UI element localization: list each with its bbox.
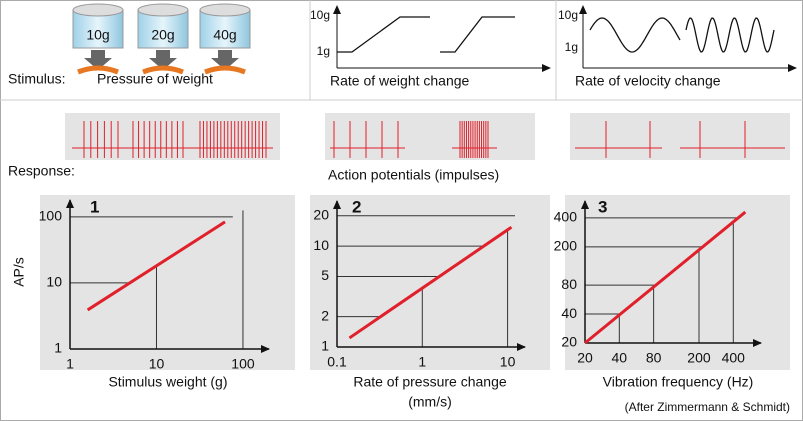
x-tick-label: 20	[577, 350, 593, 366]
panel-title: Rate of weight change	[330, 73, 470, 89]
x-axis-label: Stimulus weight (g)	[108, 374, 227, 390]
response-box	[65, 113, 280, 160]
x-tick-label: 1	[418, 354, 426, 370]
axis-label: 10g	[558, 8, 578, 22]
spike-trains	[72, 121, 785, 158]
y-tick-label: 200	[554, 238, 578, 254]
y-tick-label: 1	[321, 338, 329, 354]
y-tick-label: 5	[321, 267, 329, 283]
response-box	[570, 113, 790, 160]
weight-10g	[72, 3, 124, 75]
chart-background	[565, 195, 790, 370]
weight-label: 10g	[86, 27, 109, 43]
x-tick-label: 1	[66, 356, 74, 372]
y-tick-label: 10	[46, 274, 62, 290]
y-tick-label: 20	[313, 206, 329, 222]
y-tick-label: 10	[313, 237, 329, 253]
x-tick-label: 100	[231, 356, 255, 372]
y-tick-label: 2	[321, 307, 329, 323]
credit: (After Zimmermann & Schmidt)	[625, 400, 790, 414]
axis-label: 10g	[310, 8, 330, 22]
chart-number: 2	[352, 197, 361, 216]
y-tick-label: 100	[39, 208, 63, 224]
panel-title: Rate of velocity change	[575, 73, 721, 89]
chart-number: 1	[90, 197, 99, 216]
response-box	[325, 113, 535, 160]
x-tick-label: 40	[612, 350, 628, 366]
y-axis-label: AP/s	[11, 257, 27, 287]
y-tick-label: 40	[561, 305, 577, 321]
response-line	[348, 225, 513, 340]
y-tick-label: 1	[54, 340, 62, 356]
x-tick-label: 80	[646, 350, 662, 366]
response-label: Response:	[8, 163, 75, 179]
response-line	[584, 210, 747, 345]
ramp	[440, 16, 515, 53]
x-axis-label: Vibration frequency (Hz)	[603, 374, 754, 390]
axis-label: 1g	[317, 44, 330, 58]
wave	[589, 17, 775, 53]
y-tick-label: 80	[561, 276, 577, 292]
weight-label: 40g	[213, 27, 236, 43]
x-tick-label: 10	[149, 356, 165, 372]
axis-label: 1g	[565, 40, 578, 54]
weight-label: 20g	[151, 27, 174, 43]
x-tick-label: 200	[687, 350, 711, 366]
x-tick-label: 0.1	[327, 354, 347, 370]
response-title: Action potentials (impulses)	[328, 167, 499, 183]
weight-40g	[199, 3, 251, 75]
y-tick-label: 400	[554, 209, 578, 225]
stimulus-title: Pressure of weight	[97, 71, 213, 87]
response-line	[86, 220, 226, 312]
y-tick-label: 20	[561, 334, 577, 350]
x-axis-label: Rate of pressure change	[353, 374, 507, 390]
x-axis-label: (mm/s)	[408, 394, 452, 410]
weight-20g	[137, 3, 189, 75]
x-tick-label: 400	[722, 350, 746, 366]
ramp	[337, 16, 430, 53]
x-tick-label: 10	[500, 354, 516, 370]
chart-number: 3	[598, 197, 607, 216]
stimulus-label: Stimulus:	[8, 71, 66, 87]
